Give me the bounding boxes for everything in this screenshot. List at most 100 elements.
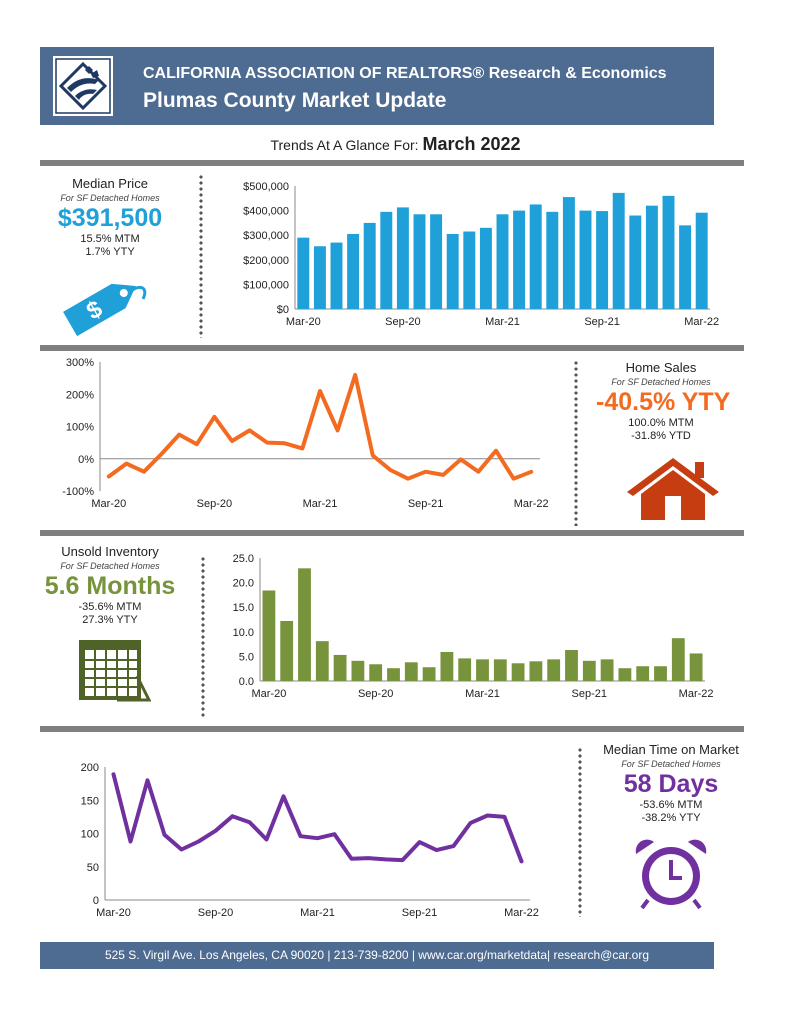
y-tick-label: 0 bbox=[93, 895, 99, 907]
bar bbox=[618, 668, 632, 681]
bar bbox=[298, 568, 311, 681]
bar bbox=[369, 664, 383, 681]
calendar-icon bbox=[79, 640, 151, 702]
alarm-clock-icon bbox=[635, 839, 707, 910]
bar bbox=[546, 211, 559, 309]
home-sales-title: Home Sales bbox=[625, 360, 697, 375]
home-sales-chart: -100% 0% 100% 200% 300% Mar-20 Sep-20 Mar-21 Sep… bbox=[62, 357, 548, 510]
y-tick-label: 100% bbox=[66, 422, 94, 434]
bar bbox=[636, 666, 650, 681]
x-tick-label: Sep-20 bbox=[197, 498, 232, 510]
x-tick-label: Mar-21 bbox=[303, 498, 338, 510]
y-tick-label: 15.0 bbox=[233, 602, 254, 614]
bar bbox=[440, 651, 454, 681]
bar bbox=[612, 192, 625, 309]
inventory-subtitle: For SF Detached Homes bbox=[60, 561, 160, 571]
y-tick-label: 0% bbox=[78, 454, 94, 466]
bar bbox=[695, 212, 708, 309]
bar bbox=[297, 237, 310, 309]
bar bbox=[315, 641, 329, 681]
x-tick-label: Sep-21 bbox=[572, 688, 607, 700]
bar bbox=[351, 660, 365, 681]
footer-bar: 525 S. Virgil Ave. Los Angeles, CA 90020… bbox=[40, 942, 714, 969]
x-tick-label: Sep-21 bbox=[408, 498, 443, 510]
x-tick-label: Mar-21 bbox=[300, 907, 335, 919]
header-banner: CALIFORNIA ASSOCIATION OF REALTORS® Rese… bbox=[40, 47, 714, 125]
bar bbox=[430, 214, 443, 309]
dom-chart: 0 50 100 150 200 Mar-20 Sep-20 Mar-21 Sep-21 Mar-… bbox=[81, 762, 539, 919]
bar bbox=[547, 659, 561, 681]
org-name: CALIFORNIA ASSOCIATION OF REALTORS® Rese… bbox=[143, 65, 667, 82]
median-price-title: Median Price bbox=[72, 176, 148, 191]
bar bbox=[387, 668, 400, 681]
trend-period: March 2022 bbox=[422, 134, 521, 154]
dom-yty: -38.2% YTY bbox=[641, 812, 701, 824]
median-price-mtm: 15.5% MTM bbox=[80, 233, 140, 245]
dom-value: 58 Days bbox=[623, 770, 719, 798]
y-tick-label: 5.0 bbox=[239, 651, 254, 663]
inventory-value: 5.6 Months bbox=[44, 572, 176, 600]
dom-title: Median Time on Market bbox=[603, 742, 739, 757]
series-line bbox=[111, 772, 524, 864]
bar bbox=[679, 225, 692, 309]
x-tick-label: Sep-21 bbox=[402, 907, 437, 919]
inventory-chart: 0.0 5.0 10.0 15.0 20.0 25.0 Mar-20 Sep-20 Mar-21… bbox=[233, 553, 714, 700]
median-price-value: $391,500 bbox=[57, 204, 163, 232]
x-tick-label: Sep-20 bbox=[358, 688, 393, 700]
inventory-mtm: -35.6% MTM bbox=[78, 601, 142, 613]
y-tick-label: 50 bbox=[87, 862, 99, 874]
y-tick-label: 300% bbox=[66, 357, 94, 369]
x-tick-label: Mar-20 bbox=[91, 498, 126, 510]
x-tick-label: Mar-20 bbox=[286, 316, 321, 328]
home-sales-subtitle: For SF Detached Homes bbox=[611, 377, 711, 387]
bar bbox=[463, 231, 476, 309]
x-tick-label: Mar-21 bbox=[485, 316, 520, 328]
bar bbox=[565, 650, 578, 681]
bar bbox=[596, 211, 609, 309]
y-tick-label: $0 bbox=[277, 304, 289, 316]
bar bbox=[476, 659, 489, 681]
dom-subtitle: For SF Detached Homes bbox=[621, 759, 721, 769]
trend-line: Trends At A Glance For: March 2022 bbox=[0, 134, 791, 155]
dotted-separator bbox=[199, 174, 203, 338]
bar bbox=[330, 242, 343, 309]
bar bbox=[404, 662, 418, 681]
series-line bbox=[106, 372, 534, 481]
section-divider bbox=[40, 160, 744, 166]
car-logo bbox=[53, 56, 113, 116]
y-tick-label: 200 bbox=[81, 762, 99, 774]
bar bbox=[511, 663, 525, 681]
y-tick-label: 20.0 bbox=[233, 578, 254, 590]
x-tick-label: Mar-20 bbox=[96, 907, 131, 919]
dom-stat: Median Time on Market For SF Detached Ho… bbox=[603, 742, 739, 825]
x-tick-label: Sep-20 bbox=[385, 316, 420, 328]
home-sales-value: -40.5% YTY bbox=[596, 388, 731, 416]
car-logo-icon bbox=[55, 58, 111, 114]
bar bbox=[446, 233, 459, 309]
y-tick-label: $500,000 bbox=[243, 181, 289, 193]
bar bbox=[513, 210, 526, 309]
home-sales-stat: Home Sales For SF Detached Homes -40.5% … bbox=[596, 360, 731, 443]
bar bbox=[496, 214, 509, 309]
x-tick-label: Mar-22 bbox=[679, 688, 714, 700]
y-tick-label: 10.0 bbox=[233, 627, 254, 639]
y-tick-label: 150 bbox=[81, 795, 99, 807]
x-tick-label: Mar-21 bbox=[465, 688, 500, 700]
y-tick-label: 25.0 bbox=[233, 553, 254, 565]
bar bbox=[380, 211, 393, 309]
bar bbox=[582, 660, 596, 681]
x-tick-label: Mar-22 bbox=[684, 316, 719, 328]
inventory-title: Unsold Inventory bbox=[61, 544, 159, 559]
x-tick-label: Mar-22 bbox=[504, 907, 539, 919]
bar bbox=[600, 659, 614, 681]
section-divider bbox=[40, 726, 744, 732]
price-tag-icon: $ bbox=[63, 283, 147, 337]
y-tick-label: $100,000 bbox=[243, 279, 289, 291]
section-divider bbox=[40, 530, 744, 536]
bar bbox=[347, 233, 360, 309]
bar bbox=[422, 667, 436, 681]
bar bbox=[671, 638, 685, 681]
bar bbox=[645, 205, 658, 309]
bar bbox=[262, 590, 276, 681]
bar bbox=[662, 195, 675, 309]
